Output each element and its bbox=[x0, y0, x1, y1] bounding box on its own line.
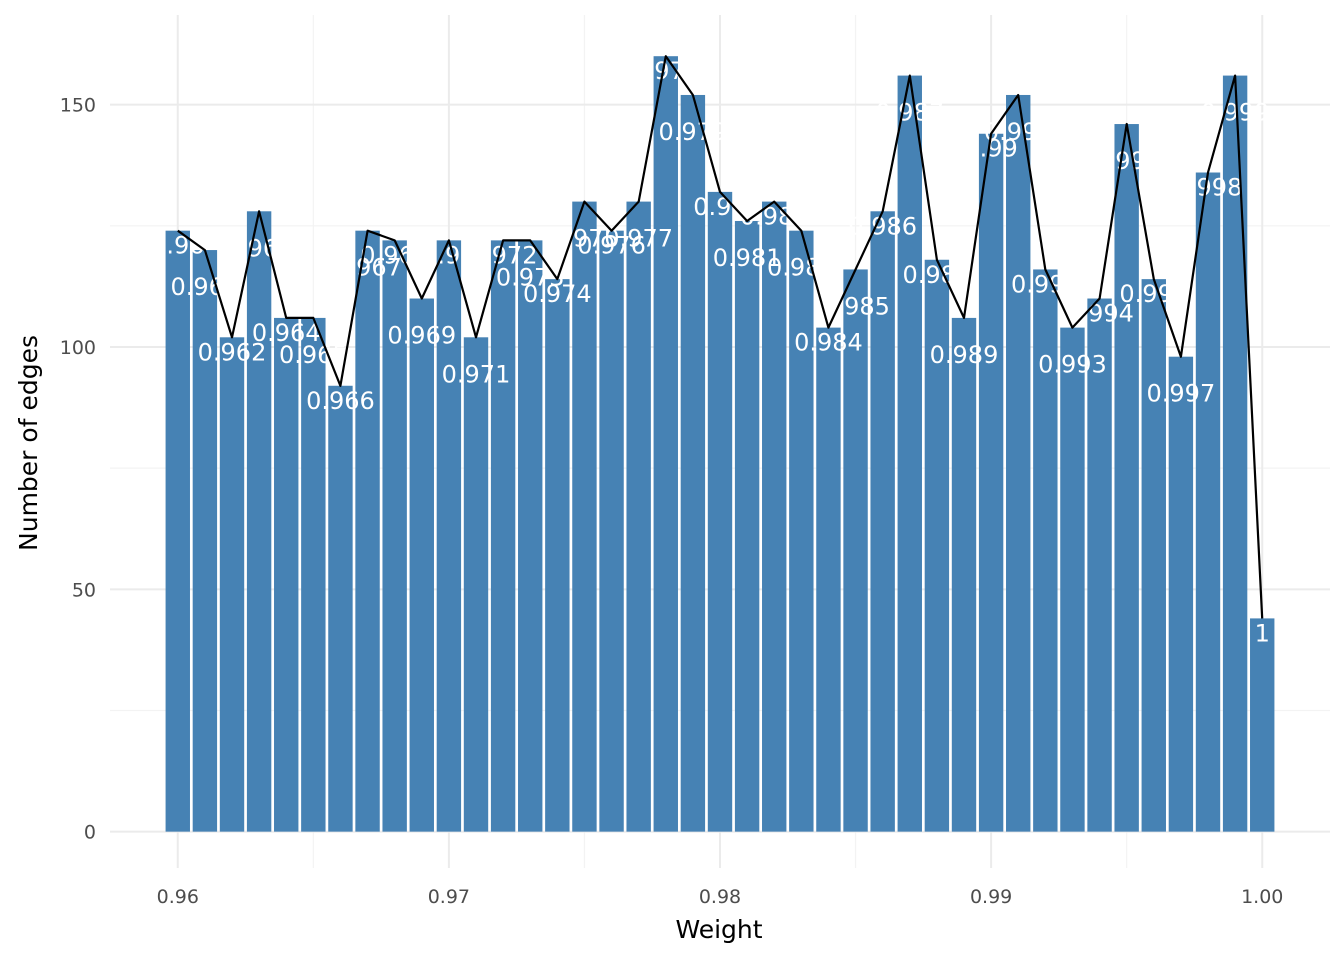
histogram-bar bbox=[1168, 356, 1194, 832]
x-tick-label: 1.00 bbox=[1241, 886, 1283, 908]
histogram-bar bbox=[490, 240, 516, 832]
bar-value-label: 0.999 bbox=[1201, 99, 1270, 127]
histogram-bar bbox=[653, 56, 678, 832]
histogram-bar bbox=[1006, 94, 1031, 832]
bar-value-label: 0.987 bbox=[875, 99, 944, 127]
histogram-bar bbox=[599, 230, 624, 832]
histogram-bar bbox=[545, 279, 570, 832]
bar-value-label: 0.961 bbox=[171, 273, 240, 301]
bar-value-label: 0.969 bbox=[387, 322, 456, 350]
bar-value-label: 0.965 bbox=[279, 341, 348, 369]
histogram-bar bbox=[1087, 298, 1112, 832]
bar-value-label: 0.975 bbox=[550, 225, 619, 253]
bar-value-label: 0.976 bbox=[577, 232, 646, 260]
bar-value-label: 0.96 bbox=[151, 232, 204, 260]
bar-value-label: 0.973 bbox=[496, 263, 565, 291]
histogram-bar bbox=[192, 250, 218, 832]
histogram-bar bbox=[301, 317, 326, 832]
bar-value-label: 0.968 bbox=[360, 241, 429, 269]
histogram-bar bbox=[680, 94, 706, 832]
bar-value-label: 0.979 bbox=[659, 118, 728, 146]
histogram-bar bbox=[274, 317, 299, 832]
bar-value-label: 0.984 bbox=[794, 329, 863, 357]
y-tick-labels: 0 50 100 150 bbox=[60, 95, 96, 844]
histogram-bar bbox=[219, 337, 245, 832]
histogram-bar bbox=[924, 259, 950, 832]
histogram-bar bbox=[870, 211, 895, 832]
bar-value-label: 0.997 bbox=[1147, 380, 1216, 408]
bar-value-label: 0.983 bbox=[767, 254, 836, 282]
histogram-bar bbox=[762, 201, 787, 832]
bar-value-label: 0.963 bbox=[225, 234, 294, 262]
y-tick-label: 100 bbox=[60, 337, 96, 359]
frequency-line bbox=[177, 55, 1264, 619]
bar-value-label: 0.986 bbox=[848, 212, 917, 240]
y-tick-label: 50 bbox=[72, 579, 96, 601]
histogram-bar bbox=[518, 240, 543, 832]
bar-value-label: 0.966 bbox=[306, 387, 375, 415]
histogram-bar bbox=[707, 191, 733, 832]
y-tick-label: 150 bbox=[60, 95, 96, 117]
histogram-bar bbox=[897, 75, 922, 832]
bar-value-label: 0.974 bbox=[523, 280, 592, 308]
x-tick-label: 0.99 bbox=[970, 886, 1012, 908]
histogram-bar bbox=[355, 230, 380, 832]
histogram-bar bbox=[951, 317, 977, 832]
histogram-bar bbox=[1060, 327, 1085, 832]
bar-value-label: 0.967 bbox=[333, 254, 402, 282]
histogram-bar bbox=[816, 327, 841, 832]
bar-value-label: 0.996 bbox=[1119, 280, 1188, 308]
histogram-bar bbox=[409, 298, 434, 832]
bar-value-label: 0.985 bbox=[821, 292, 890, 320]
histogram-bar bbox=[1250, 618, 1275, 832]
x-axis-title: Weight bbox=[675, 915, 762, 944]
bar-value-label: 0.993 bbox=[1038, 351, 1107, 379]
x-tick-label: 0.96 bbox=[157, 886, 199, 908]
bar-value-label: 0.98 bbox=[693, 193, 746, 221]
histogram-bar bbox=[1114, 124, 1139, 832]
frequency-line-layer bbox=[177, 55, 1264, 619]
histogram-bar bbox=[165, 230, 190, 832]
bar-value-label: 0.989 bbox=[930, 341, 999, 369]
histogram-bar bbox=[978, 133, 1004, 832]
histogram-bar bbox=[843, 269, 868, 832]
bar-value-label: 0.97 bbox=[422, 241, 475, 269]
bar-value-label: 0.964 bbox=[252, 319, 321, 347]
histogram-bar bbox=[463, 337, 489, 832]
x-tick-label: 0.98 bbox=[699, 886, 741, 908]
histogram-bar bbox=[1222, 75, 1248, 832]
histogram-bar bbox=[789, 230, 814, 832]
bar-value-label: 0.992 bbox=[1011, 270, 1080, 298]
bar-labels: 0.960.9610.9620.9630.9640.9650.9660.9670… bbox=[151, 57, 1270, 647]
histogram-bar bbox=[734, 220, 760, 832]
histogram-bar bbox=[246, 211, 272, 832]
x-tick-labels: 0.96 0.97 0.98 0.99 1.00 bbox=[157, 886, 1284, 908]
bar-value-label: 0.977 bbox=[604, 225, 673, 253]
y-axis-title: Number of edges bbox=[14, 335, 43, 551]
histogram-bar bbox=[572, 201, 597, 832]
histogram-bar bbox=[436, 240, 462, 832]
bar-value-label: 0.971 bbox=[442, 360, 511, 388]
bar-value-label: 0.991 bbox=[984, 118, 1053, 146]
bar-value-label: 0.981 bbox=[713, 244, 782, 272]
bar-value-label: 0.988 bbox=[903, 261, 972, 289]
histogram-bar bbox=[1033, 269, 1058, 832]
histogram-bar bbox=[328, 385, 353, 832]
bar-value-label: 0.962 bbox=[198, 338, 267, 366]
y-tick-label: 0 bbox=[84, 822, 96, 844]
histogram-bar bbox=[382, 240, 407, 832]
bars bbox=[165, 56, 1275, 832]
x-tick-label: 0.97 bbox=[428, 886, 470, 908]
bar-value-label: 1 bbox=[1255, 619, 1270, 647]
histogram-bar bbox=[626, 201, 651, 832]
bar-value-label: 0.972 bbox=[469, 241, 538, 269]
histogram-bar bbox=[1195, 172, 1221, 832]
histogram-bar bbox=[1141, 279, 1166, 832]
bar-value-label: 0.995 bbox=[1092, 147, 1161, 175]
